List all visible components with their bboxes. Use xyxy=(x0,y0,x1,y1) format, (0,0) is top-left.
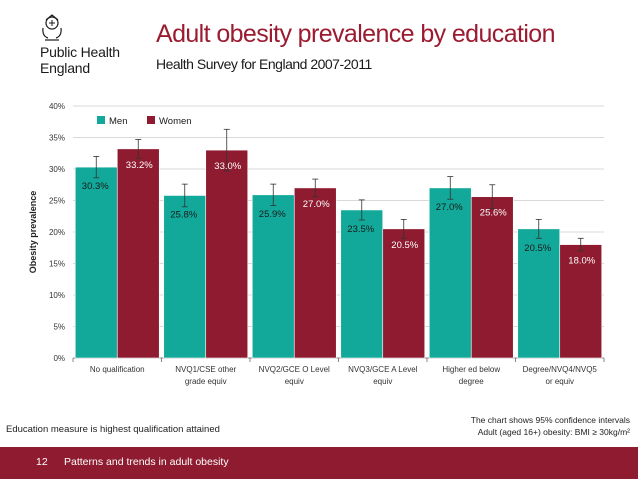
y-tick-label: 20% xyxy=(49,228,65,237)
footer-bar: 12 Patterns and trends in adult obesity xyxy=(0,447,638,479)
page-subtitle: Health Survey for England 2007-2011 xyxy=(156,56,372,72)
education-note: Education measure is highest qualificati… xyxy=(6,424,220,435)
y-tick-label: 35% xyxy=(49,134,65,143)
bar-men xyxy=(74,166,118,359)
data-label: 25.9% xyxy=(259,209,286,220)
legend-swatch-women xyxy=(147,116,155,124)
y-tick-label: 40% xyxy=(49,102,65,111)
x-tick-label: degree xyxy=(459,377,484,386)
bar-women xyxy=(116,148,160,359)
x-tick-label: NVQ1/CSE other xyxy=(175,365,236,374)
footer-title: Patterns and trends in adult obesity xyxy=(64,456,229,468)
bmi-note: Adult (aged 16+) obesity: BMI ≥ 30kg/m² xyxy=(477,427,630,437)
x-tick-label: Higher ed below xyxy=(442,365,500,374)
x-tick-label: or equiv xyxy=(546,377,574,386)
ci-note: The chart shows 95% confidence intervals xyxy=(470,415,630,425)
methodology-note: The chart shows 95% confidence intervals… xyxy=(471,414,630,438)
bar-women xyxy=(382,228,426,359)
y-tick-label: 10% xyxy=(49,291,65,300)
org-line-2: England xyxy=(40,60,90,76)
y-tick-label: 30% xyxy=(49,165,65,174)
data-label: 18.0% xyxy=(568,256,595,267)
data-label: 30.3% xyxy=(82,181,109,192)
data-label: 27.0% xyxy=(436,202,463,213)
data-label: 25.8% xyxy=(170,209,197,220)
data-label: 20.5% xyxy=(524,243,551,254)
x-tick-label: grade equiv xyxy=(185,377,227,386)
data-label: 33.0% xyxy=(214,161,241,172)
data-label: 23.5% xyxy=(347,224,374,235)
bar-women xyxy=(205,149,249,359)
y-axis-label: Obesity prevalence xyxy=(28,191,38,274)
y-tick-label: 15% xyxy=(49,260,65,269)
y-tick-label: 0% xyxy=(53,354,65,363)
bar-women xyxy=(559,244,603,359)
legend-label-women: Women xyxy=(159,116,192,127)
obesity-bar-chart: 0% 5% 10% 15% 20% 25% 30% 35% 40% Obesity prevale… xyxy=(28,102,605,386)
data-label: 20.5% xyxy=(391,240,418,251)
data-label: 33.2% xyxy=(126,160,153,171)
x-tick-label: equiv xyxy=(285,377,304,386)
y-tick-label: 25% xyxy=(49,197,65,206)
bar-women xyxy=(293,187,337,359)
legend-swatch-men xyxy=(97,116,105,124)
bar-men xyxy=(251,194,295,359)
x-tick-label: Degree/NVQ4/NVQ5 xyxy=(523,365,598,374)
org-name: Public Health England xyxy=(40,44,120,76)
x-tick-label: NVQ2/GCE O Level xyxy=(259,365,330,374)
royal-crest-icon xyxy=(42,14,62,41)
bar-men xyxy=(428,187,472,359)
page-number: 12 xyxy=(36,456,48,468)
x-tick-label: equiv xyxy=(373,377,392,386)
legend-label-men: Men xyxy=(109,116,127,127)
data-label: 27.0% xyxy=(303,199,330,210)
y-tick-label: 5% xyxy=(53,323,65,332)
org-line-1: Public Health xyxy=(40,44,120,60)
bar-men xyxy=(517,228,561,359)
x-tick-label: No qualification xyxy=(90,365,145,374)
page-title: Adult obesity prevalence by education xyxy=(156,20,556,48)
phe-logo: Public Health England xyxy=(40,14,150,78)
x-tick-label: NVQ3/GCE A Level xyxy=(348,365,418,374)
bar-women xyxy=(470,196,514,359)
data-label: 25.6% xyxy=(480,208,507,219)
